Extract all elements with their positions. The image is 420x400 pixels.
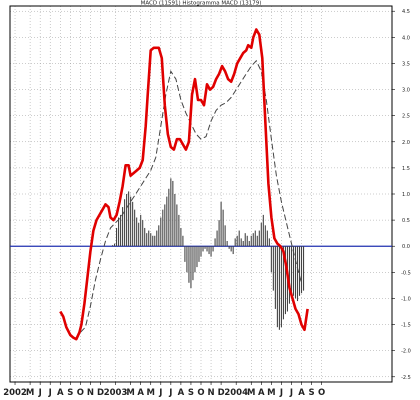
- x-axis: 2002 M J J A S O N D 2003 M A M J J A S O N D 2004 M A M J J A S O: [3, 382, 325, 398]
- x-tick-label: J: [279, 388, 283, 398]
- x-tick-label: 2004: [224, 388, 248, 398]
- x-tick-label: S: [67, 388, 73, 398]
- grid: [10, 6, 392, 382]
- y-tick-label: 2.0: [402, 140, 410, 146]
- x-tick-label: M: [267, 388, 275, 398]
- x-tick-label: J: [48, 388, 52, 398]
- x-tick-label: M: [126, 388, 134, 398]
- x-tick-label: 2002: [3, 388, 27, 398]
- chart-title: MACD (11591) Histogramma MACD (13179): [141, 1, 262, 7]
- x-tick-label: A: [298, 388, 305, 398]
- y-tick-label: 4.5: [402, 9, 410, 15]
- y-tick-label: 3.0: [402, 88, 410, 94]
- histogram-series: [111, 178, 305, 330]
- x-tick-label: 2003: [104, 388, 128, 398]
- x-tick-label: N: [207, 388, 214, 398]
- x-tick-label: M: [247, 388, 255, 398]
- x-tick-label: J: [158, 388, 162, 398]
- x-tick-label: O: [77, 388, 84, 398]
- y-tick-label: 0.5: [402, 218, 410, 224]
- macd-series: [59, 28, 309, 341]
- x-tick-label: S: [188, 388, 194, 398]
- y-tick-label: -1.5: [401, 323, 411, 329]
- x-tick-label: J: [289, 388, 293, 398]
- x-tick-label: M: [26, 388, 34, 398]
- x-tick-label: N: [87, 388, 94, 398]
- y-tick-label: -2.0: [401, 349, 411, 355]
- y-tick-label: 4.0: [402, 35, 410, 41]
- macd-line: [59, 28, 309, 341]
- y-tick-label: 3.5: [402, 61, 410, 67]
- x-tick-label: A: [137, 388, 144, 398]
- x-tick-label: A: [258, 388, 265, 398]
- x-tick-label: D: [218, 388, 225, 398]
- y-tick-label: 2.5: [402, 114, 410, 120]
- x-tick-label: M: [147, 388, 155, 398]
- y-tick-label: 1.5: [402, 166, 410, 172]
- x-tick-label: J: [38, 388, 42, 398]
- y-tick-label: 1.0: [402, 192, 410, 198]
- x-tick-label: O: [197, 388, 204, 398]
- x-tick-label: A: [57, 388, 64, 398]
- x-tick-label: J: [168, 388, 172, 398]
- y-tick-label: 0.0: [402, 244, 410, 250]
- y-tick-label: -2.5: [401, 375, 411, 381]
- x-tick-label: D: [97, 388, 104, 398]
- x-tick-label: S: [309, 388, 315, 398]
- y-tick-label: -0.5: [401, 270, 411, 276]
- x-tick-label: A: [178, 388, 185, 398]
- y-tick-label: -1.0: [401, 296, 411, 302]
- y-axis: 4.5 4.0 3.5 3.0 2.5 2.0 1.5 1.0 0.5 0.0 -0.5 -1.0 -1…: [392, 9, 411, 381]
- x-tick-label: O: [318, 388, 325, 398]
